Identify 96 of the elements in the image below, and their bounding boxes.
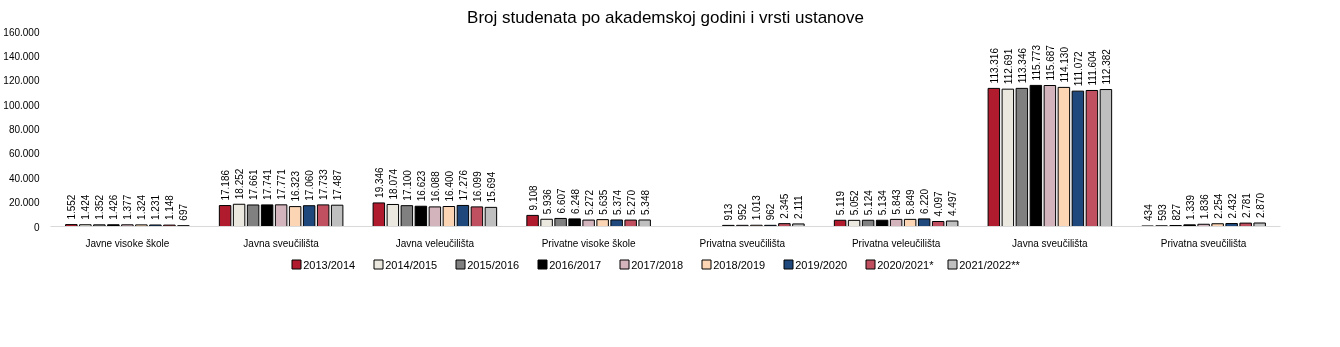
data-label: 18.074	[387, 168, 399, 200]
legend-label: 2019/2020	[795, 258, 848, 271]
data-label: 114.130	[1058, 46, 1070, 83]
data-label: 17.733	[318, 168, 330, 200]
data-label: 16.623	[415, 170, 427, 202]
data-label: 1.231	[150, 194, 162, 220]
data-label: 2.870	[1254, 192, 1266, 218]
data-label: 5.348	[639, 189, 651, 215]
data-label: 17.060	[304, 169, 316, 201]
chart-title: Broj studenata po akademskoj godini i vrsti ustanove	[467, 7, 864, 27]
data-label: 15.694	[485, 171, 497, 203]
data-label: 17.487	[332, 169, 344, 201]
data-label: 697	[178, 203, 190, 221]
y-tick-label: 160.000	[3, 26, 40, 38]
data-label: 827	[1170, 203, 1182, 221]
data-label: 18.252	[234, 168, 246, 200]
data-label: 2.345	[779, 193, 791, 219]
data-label: 6.220	[919, 188, 931, 214]
data-label: 1.836	[1198, 193, 1210, 220]
data-label: 113.346	[1016, 47, 1028, 84]
data-label: 2.111	[793, 194, 805, 219]
data-label: 111.072	[1072, 51, 1084, 87]
data-label: 4.497	[947, 190, 959, 217]
data-label: 17.186	[220, 169, 232, 201]
data-label: 17.661	[248, 168, 260, 200]
data-label: 1.013	[751, 194, 763, 221]
data-label: 1.424	[80, 194, 92, 220]
x-tick-label: Javna sveučilišta	[243, 237, 320, 249]
data-label: 5.119	[835, 190, 847, 216]
data-label: 4.097	[933, 191, 945, 217]
data-label: 16.099	[471, 170, 483, 202]
legend-label: 2016/2017	[549, 258, 602, 271]
data-label: 5.936	[541, 188, 553, 215]
data-label: 112.691	[1002, 48, 1014, 85]
data-label: 2.254	[1212, 193, 1224, 219]
x-tick-label: Privatna veleučilišta	[851, 237, 941, 249]
data-label: 111.604	[1086, 50, 1098, 86]
data-label: 5.270	[625, 189, 637, 216]
data-label: 434	[1142, 203, 1154, 221]
data-label: 6.248	[569, 188, 581, 214]
data-label: 113.316	[988, 47, 1000, 84]
data-label: 5.635	[597, 189, 609, 215]
y-tick-label: 40.000	[8, 172, 40, 184]
data-label: 19.346	[373, 166, 385, 198]
x-tick-label: Privatne visoke škole	[541, 237, 637, 249]
data-label: 1.352	[94, 194, 106, 220]
legend-label: 2015/2016	[467, 258, 520, 271]
data-label: 1.426	[108, 194, 120, 220]
data-label: 5.052	[849, 189, 861, 216]
legend-label: 2017/2018	[631, 258, 684, 271]
data-label: 5.843	[891, 188, 903, 215]
data-label: 5.849	[905, 188, 917, 215]
legend-label: 2020/2021*	[877, 258, 935, 271]
data-label: 16.323	[290, 170, 302, 202]
legend-label: 2014/2015	[385, 258, 438, 271]
data-label: 5.134	[877, 189, 889, 216]
y-tick-label: 120.000	[3, 75, 40, 87]
data-label: 16.400	[443, 170, 455, 202]
data-label: 2.432	[1226, 193, 1238, 219]
data-label: 2.781	[1240, 192, 1252, 219]
data-label: 112.382	[1100, 48, 1112, 85]
data-label: 593	[1156, 203, 1168, 221]
y-tick-label: 100.000	[3, 99, 40, 111]
data-label: 1.339	[1184, 194, 1196, 220]
data-label: 1.148	[164, 194, 176, 221]
data-label: 17.276	[457, 169, 469, 201]
y-tick-label: 20.000	[8, 197, 40, 209]
legend-label: 2021/2022**	[959, 258, 1021, 271]
x-tick-label: Javna sveučilišta	[1012, 237, 1089, 249]
data-label: 1.377	[122, 194, 134, 220]
data-label: 5.124	[863, 189, 875, 216]
legend-label: 2018/2019	[713, 258, 766, 271]
data-label: 115.773	[1030, 44, 1042, 81]
data-label: 962	[765, 203, 777, 221]
y-tick-label: 60.000	[8, 148, 40, 160]
x-tick-label: Privatna sveučilišta	[1160, 237, 1247, 249]
data-label: 5.272	[583, 189, 595, 216]
data-label: 1.324	[136, 194, 148, 220]
data-label: 16.088	[429, 170, 441, 202]
x-tick-label: Javne visoke škole	[85, 237, 170, 249]
data-label: 9.108	[527, 184, 539, 211]
data-label: 1.552	[66, 194, 78, 220]
x-tick-label: Javna veleučilišta	[395, 237, 475, 249]
data-label: 17.771	[276, 168, 288, 200]
data-label: 17.741	[262, 168, 274, 200]
data-label: 115.687	[1044, 44, 1056, 81]
y-tick-label: 140.000	[3, 50, 40, 62]
legend-label: 2013/2014	[303, 258, 356, 271]
data-label: 17.100	[401, 169, 413, 201]
y-tick-label: 80.000	[8, 124, 40, 135]
x-tick-label: Privatna sveučilišta	[699, 237, 786, 249]
data-label: 952	[737, 203, 749, 221]
data-label: 5.374	[611, 189, 623, 215]
data-label: 6.607	[555, 187, 567, 214]
y-tick-label: 0	[33, 221, 40, 233]
data-label: 913	[723, 203, 735, 221]
